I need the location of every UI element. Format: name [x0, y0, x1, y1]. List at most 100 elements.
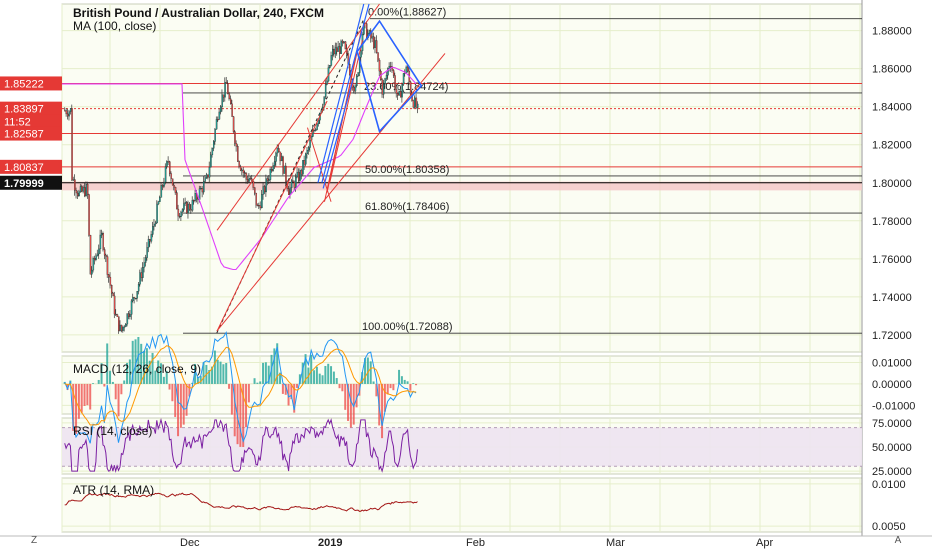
candle-body — [309, 140, 310, 147]
macd-hist-bar — [169, 384, 171, 390]
candle-body — [110, 277, 111, 285]
candle-body — [396, 89, 397, 93]
macd-hist-bar — [86, 384, 88, 405]
candle-body — [243, 170, 244, 173]
candle-body — [291, 181, 292, 188]
candle-body — [283, 157, 284, 174]
candle-body — [195, 193, 196, 200]
candle-body — [148, 239, 149, 247]
macd-hist-bar — [330, 366, 332, 384]
candle-body — [261, 194, 262, 207]
candle-body — [294, 182, 295, 187]
candle-body — [115, 314, 116, 315]
candle-body — [181, 212, 182, 217]
candle-body — [220, 107, 221, 112]
candle-body — [206, 175, 207, 178]
candle-body — [100, 235, 101, 249]
macd-hist-bar — [222, 364, 224, 384]
candle-body — [254, 188, 255, 193]
candle-body — [91, 270, 92, 274]
candle-body — [200, 188, 201, 189]
y-tick-label-macd: -0.01000 — [872, 400, 915, 412]
y-tick-label-rsi: 50.0000 — [872, 442, 912, 454]
candle-body — [81, 186, 82, 191]
candle-body — [175, 187, 176, 192]
candle-body — [182, 209, 183, 212]
candle-body — [122, 327, 123, 331]
price-label: 1.80837 — [4, 162, 44, 174]
candle-body — [285, 166, 286, 182]
candle-body — [256, 193, 257, 205]
macd-hist-bar — [381, 384, 383, 438]
candle-body — [233, 117, 234, 132]
candle-body — [297, 172, 298, 177]
candle-body — [199, 189, 200, 200]
macd-hist-bar — [239, 384, 241, 447]
candle-body — [69, 112, 70, 116]
panel-atr — [62, 478, 862, 532]
macd-hist-bar — [256, 383, 258, 384]
candle-body — [70, 108, 71, 111]
candle-body — [93, 258, 94, 270]
macd-hist-bar — [98, 380, 100, 384]
candle-body — [229, 94, 230, 99]
candle-body — [230, 99, 231, 104]
candle-body — [250, 178, 251, 179]
macd-hist-bar — [115, 384, 117, 399]
candle-body — [185, 202, 186, 203]
candle-body — [413, 101, 414, 107]
candle-body — [284, 166, 285, 174]
macd-hist-bar — [316, 367, 318, 384]
candle-body — [366, 24, 367, 38]
candle-body — [237, 146, 238, 161]
candle-body — [154, 224, 155, 226]
candle-body — [77, 193, 78, 196]
candle-body — [343, 42, 344, 43]
candle-body — [155, 223, 156, 224]
candle-body — [236, 143, 237, 146]
candle-body — [172, 179, 173, 185]
candle-body — [385, 79, 386, 85]
candle-body — [165, 167, 166, 182]
candle-body — [80, 186, 81, 191]
candle-body — [288, 189, 289, 195]
auto-scale-button[interactable]: A — [891, 535, 905, 546]
candle-body — [414, 98, 415, 107]
candle-body — [88, 195, 89, 236]
candle-body — [94, 258, 95, 260]
candle-body — [329, 65, 330, 67]
macd-hist-bar — [84, 384, 86, 406]
y-tick-label-rsi: 75.0000 — [872, 418, 912, 430]
macd-hist-bar — [163, 377, 165, 384]
candle-body — [124, 327, 125, 328]
candle-body — [213, 141, 214, 148]
candle-body — [257, 205, 258, 206]
candle-body — [97, 254, 98, 256]
candle-body — [67, 114, 68, 116]
macd-hist-bar — [398, 370, 400, 384]
y-tick-label-macd: 0.00000 — [872, 379, 912, 391]
ma-legend: MA (100, close) — [73, 19, 156, 33]
candle-body — [393, 70, 394, 75]
candle-body — [176, 193, 177, 209]
candle-body — [372, 37, 373, 38]
candle-body — [331, 55, 332, 65]
candle-body — [315, 130, 316, 131]
candle-body — [127, 314, 128, 324]
macd-hist-bar — [324, 366, 326, 384]
macd-hist-bar — [339, 384, 341, 388]
y-tick-label-rsi: 25.0000 — [872, 466, 912, 478]
macd-hist-bar — [123, 380, 125, 383]
macd-hist-bar — [103, 384, 105, 387]
candle-body — [117, 315, 118, 317]
x-tick-label: Dec — [180, 537, 200, 549]
y-tick-label: 1.80000 — [872, 178, 912, 190]
candle-body — [87, 184, 88, 194]
candle-body — [326, 81, 327, 84]
candle-body — [290, 188, 291, 195]
candle-body — [164, 182, 165, 186]
zoom-button-left[interactable]: Z — [27, 535, 41, 546]
macd-hist-bar — [171, 384, 173, 401]
